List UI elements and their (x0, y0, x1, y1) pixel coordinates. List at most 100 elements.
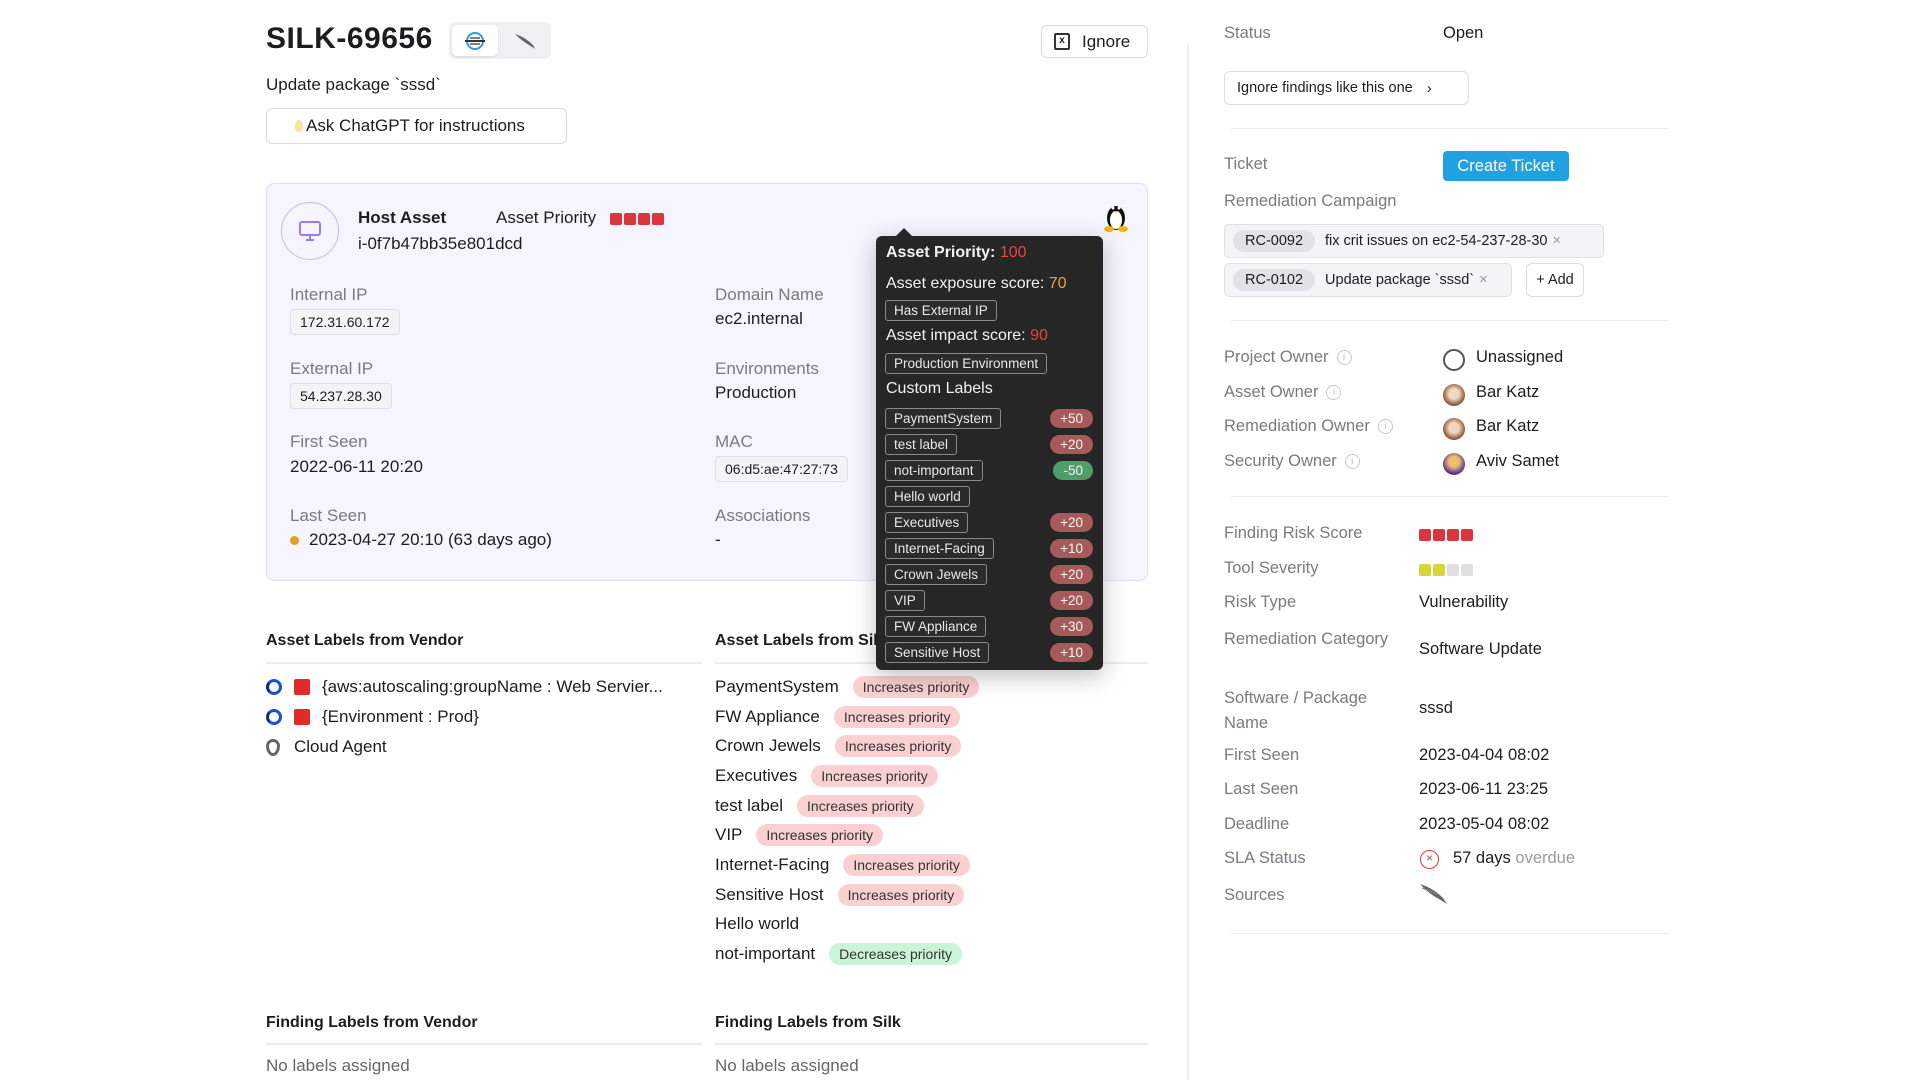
tooltip-custom-label: VIP (885, 590, 925, 611)
owner-label: Project Owner i (1224, 348, 1352, 367)
ask-chatgpt-button[interactable]: Ask ChatGPT for instructions (266, 108, 567, 144)
divider (1231, 128, 1669, 129)
chevron-right-icon: › (1426, 79, 1432, 97)
vendor-labels-title: Asset Labels from Vendor (266, 632, 464, 649)
asset-id[interactable]: i-0f7b47bb35e801dcd (358, 234, 523, 253)
finding-id-title: SILK-69656 (266, 22, 433, 55)
vendor-label-item: {aws:autoscaling:groupName : Web Servier… (266, 672, 663, 702)
vendor-label-text: {Environment : Prod} (322, 707, 479, 726)
external-ip-label: External IP (290, 359, 374, 378)
internal-ip-value[interactable]: 172.31.60.172 (290, 309, 400, 335)
finding-vendor-empty: No labels assigned (266, 1056, 410, 1075)
level-square (1419, 564, 1431, 576)
risk-score-indicator (1419, 528, 1475, 546)
tool-severity-indicator (1419, 563, 1475, 581)
info-icon[interactable]: i (1377, 419, 1393, 435)
level-square (1447, 564, 1459, 576)
add-campaign-button[interactable]: + Add (1526, 263, 1584, 297)
silk-label-item: Hello world (715, 910, 979, 940)
silk-label-item: Sensitive Host Increases priority (715, 880, 979, 910)
ignore-findings-like-this-button[interactable]: Ignore findings like this one › (1224, 71, 1469, 105)
external-ip-value[interactable]: 54.237.28.30 (290, 383, 392, 409)
campaign-id: RC-0102 (1233, 269, 1316, 291)
tooltip-custom-label: test label (885, 434, 958, 455)
owner-name[interactable]: Aviv Samet (1476, 451, 1560, 470)
last-seen-label: Last Seen (290, 506, 367, 525)
status-label: Status (1224, 24, 1271, 42)
divider (1231, 496, 1669, 497)
level-square (638, 213, 650, 225)
campaign-name: fix crit issues on ec2-54-237-28-30 (1325, 233, 1548, 249)
aws-tag-icon (294, 709, 310, 725)
info-icon[interactable]: i (1344, 453, 1360, 469)
silk-label-item: VIP Increases priority (715, 820, 979, 850)
tooltip-exposure: Asset exposure score: 70 (886, 275, 1067, 292)
vendor-label-item: Cloud Agent (266, 732, 663, 762)
linux-penguin-icon (1103, 200, 1129, 237)
vendor-label-item: {Environment : Prod} (266, 702, 663, 732)
tooltip-custom-label: Sensitive Host (885, 642, 990, 663)
create-ticket-button[interactable]: Create Ticket (1443, 151, 1569, 181)
ignore-label: Ignore (1082, 31, 1131, 51)
vendor-label-text: {aws:autoscaling:groupName : Web Servier… (322, 677, 663, 696)
environments-label: Environments (715, 359, 819, 378)
info-icon[interactable]: i (1336, 350, 1352, 366)
tooltip-score-pill: -50 (1053, 461, 1093, 480)
crowdstrike-falcon-icon[interactable] (502, 25, 548, 56)
silk-label-item: FW Appliance Increases priority (715, 702, 979, 732)
silk-label-name: Hello world (715, 914, 800, 934)
silk-label-name: Sensitive Host (715, 884, 824, 904)
priority-effect-badge: Increases priority (833, 705, 961, 728)
mac-value[interactable]: 06:d5:ae:47:27:73 (715, 456, 848, 482)
source-toggle[interactable] (449, 22, 551, 59)
finding-silk-title: Finding Labels from Silk (715, 1014, 901, 1031)
tooltip-custom-label: Crown Jewels (885, 564, 988, 585)
asset-priority-indicator[interactable] (610, 212, 666, 230)
campaign-chip[interactable]: RC-0102 Update package `sssd` × (1224, 263, 1512, 297)
vendor-ring-icon (266, 679, 282, 695)
tooltip-score-pill: +30 (1050, 617, 1093, 636)
silk-label-item: Executives Increases priority (715, 761, 979, 791)
silk-label-name: Executives (715, 765, 798, 785)
silk-logo-icon[interactable] (452, 25, 498, 56)
priority-effect-badge: Decreases priority (829, 943, 962, 966)
info-icon[interactable]: i (1326, 384, 1342, 400)
priority-effect-badge: Increases priority (837, 883, 965, 906)
level-square (624, 213, 636, 225)
divider (266, 1043, 702, 1045)
campaign-chip[interactable]: RC-0092 fix crit issues on ec2-54-237-28-… (1224, 224, 1604, 258)
tooltip-custom-labels-title: Custom Labels (886, 380, 993, 397)
ticket-label: Ticket (1224, 155, 1268, 173)
finding-subtitle: Update package `sssd` (266, 75, 441, 94)
status-value[interactable]: Open (1443, 24, 1484, 42)
last-seen-value: 2023-04-27 20:10 (63 days ago) (309, 530, 552, 549)
silk-label-item: PaymentSystem Increases priority (715, 672, 980, 702)
crowdstrike-falcon-icon[interactable] (1419, 882, 1449, 911)
finding-silk-empty: No labels assigned (715, 1056, 859, 1075)
owner-name[interactable]: Unassigned (1476, 348, 1564, 366)
finding-vendor-title: Finding Labels from Vendor (266, 1014, 478, 1031)
remove-icon[interactable]: × (1552, 233, 1561, 249)
aws-tag-icon (294, 679, 310, 695)
tooltip-score-pill: +50 (1050, 409, 1093, 428)
silk-label-name: VIP (715, 825, 743, 845)
owner-name[interactable]: Bar Katz (1476, 417, 1540, 435)
avatar (1443, 383, 1465, 406)
last-seen-label: Last Seen (1224, 780, 1299, 798)
remediation-campaign-label: Remediation Campaign (1224, 192, 1397, 210)
sla-status-value: 57 days overdue (1453, 849, 1576, 867)
internal-ip-label: Internal IP (290, 285, 368, 304)
trash-x-icon: x (1054, 33, 1070, 50)
tooltip-arrow (896, 228, 912, 236)
ignore-button[interactable]: x Ignore (1041, 25, 1148, 58)
tooltip-custom-label: FW Appliance (885, 616, 987, 637)
first-seen-value: 2023-04-04 08:02 (1419, 746, 1550, 764)
owner-label: Remediation Owner i (1224, 417, 1393, 436)
status-dot-icon (290, 536, 299, 545)
ignore-findings-label: Ignore findings like this one (1237, 80, 1413, 96)
remove-icon[interactable]: × (1479, 272, 1488, 288)
risk-score-label: Finding Risk Score (1224, 524, 1363, 542)
tooltip-score-pill: +20 (1050, 513, 1093, 532)
risk-type-label: Risk Type (1224, 593, 1297, 611)
owner-name[interactable]: Bar Katz (1476, 382, 1540, 401)
